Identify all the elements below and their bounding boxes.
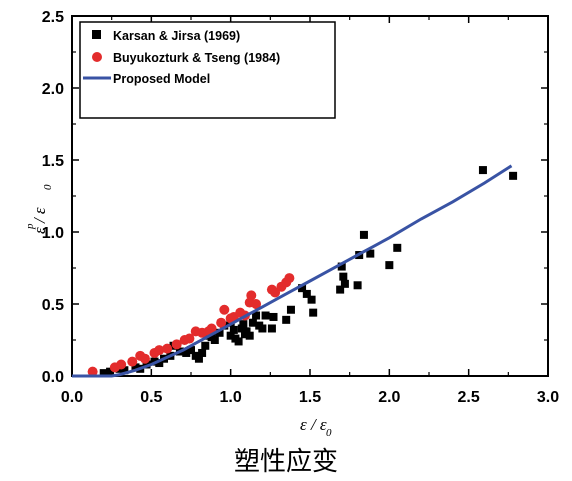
data-point-karsan-jirsa <box>261 311 270 320</box>
data-point-karsan-jirsa <box>509 171 518 180</box>
data-point-buyukozturk-tseng <box>251 299 262 309</box>
x-axis-label: ε / ε 0 <box>300 415 332 439</box>
figure-caption: 塑性应变 <box>234 447 338 477</box>
legend-label-proposed: Proposed Model <box>113 72 210 86</box>
data-point-karsan-jirsa <box>258 324 267 333</box>
x-axis-label-sub: 0 <box>326 427 332 439</box>
y-tick-label: 0.5 <box>42 297 64 314</box>
data-point-karsan-jirsa <box>187 346 195 355</box>
data-point-karsan-jirsa <box>353 281 362 290</box>
x-tick-label: 2.5 <box>458 389 480 406</box>
data-point-karsan-jirsa <box>237 324 246 333</box>
data-point-karsan-jirsa <box>215 328 224 337</box>
data-point-karsan-jirsa <box>309 308 318 317</box>
x-tick-label: 1.0 <box>220 389 242 406</box>
data-point-karsan-jirsa <box>131 363 140 372</box>
series-line-proposed-model <box>72 164 513 378</box>
data-point-karsan-jirsa <box>194 354 203 363</box>
legend: Karsan & Jirsa (1969) Buyukozturk & Tsen… <box>79 21 336 119</box>
data-point-karsan-jirsa <box>242 327 251 336</box>
data-point-karsan-jirsa <box>182 348 191 357</box>
data-point-karsan-jirsa <box>239 320 248 329</box>
data-point-buyukozturk-tseng <box>171 339 182 350</box>
data-point-karsan-jirsa <box>286 305 295 314</box>
x-axis-label-main: ε / ε <box>300 415 327 434</box>
data-point-karsan-jirsa <box>120 366 129 375</box>
y-axis-label-sup: p <box>24 223 36 230</box>
y-tick-label: 1.0 <box>42 225 64 242</box>
y-tick-label: 2.0 <box>42 81 64 98</box>
data-point-karsan-jirsa <box>302 289 311 298</box>
legend-box <box>79 21 336 119</box>
legend-label-buyukozturk: Buyukozturk & Tseng (1984) <box>113 51 280 65</box>
x-tick-label: 0.5 <box>140 389 162 406</box>
x-tick-label: 3.0 <box>537 389 559 406</box>
data-point-karsan-jirsa <box>340 279 349 288</box>
data-point-karsan-jirsa <box>337 262 346 271</box>
y-axis-label-sub: 0 <box>42 184 54 190</box>
data-point-buyukozturk-tseng <box>139 353 150 364</box>
data-point-buyukozturk-tseng <box>216 317 227 328</box>
data-point-karsan-jirsa <box>201 341 210 350</box>
data-point-karsan-jirsa <box>478 166 487 175</box>
data-point-buyukozturk-tseng <box>270 287 281 298</box>
data-point-karsan-jirsa <box>269 312 278 321</box>
data-point-karsan-jirsa <box>245 331 254 340</box>
data-point-karsan-jirsa <box>339 272 348 281</box>
legend-marker-buyukozturk <box>92 52 102 62</box>
y-tick-label: 1.5 <box>42 153 64 170</box>
data-point-karsan-jirsa <box>267 324 276 333</box>
data-point-karsan-jirsa <box>155 359 164 368</box>
x-tick-label: 1.5 <box>299 389 321 406</box>
y-tick-label: 0.0 <box>42 369 64 386</box>
legend-marker-karsan <box>92 30 101 39</box>
data-point-karsan-jirsa <box>298 284 307 293</box>
y-axis-label-main: ε / ε <box>30 207 49 234</box>
data-point-karsan-jirsa <box>142 360 151 369</box>
data-point-buyukozturk-tseng <box>206 323 217 334</box>
data-point-karsan-jirsa <box>252 311 261 320</box>
data-point-buyukozturk-tseng <box>284 273 295 284</box>
data-point-karsan-jirsa <box>210 336 219 344</box>
data-point-buyukozturk-tseng <box>87 366 98 377</box>
data-point-buyukozturk-tseng <box>246 290 257 301</box>
data-point-karsan-jirsa <box>336 285 345 294</box>
data-point-karsan-jirsa <box>359 230 368 239</box>
data-point-buyukozturk-tseng <box>219 304 230 315</box>
data-point-buyukozturk-tseng <box>116 359 127 370</box>
data-point-buyukozturk-tseng <box>184 333 195 344</box>
data-point-karsan-jirsa <box>106 367 115 376</box>
data-point-karsan-jirsa <box>385 261 394 270</box>
data-point-karsan-jirsa <box>226 331 235 340</box>
data-point-karsan-jirsa <box>198 348 207 357</box>
data-point-buyukozturk-tseng <box>127 356 138 367</box>
data-point-karsan-jirsa <box>234 337 243 346</box>
data-point-karsan-jirsa <box>248 318 257 327</box>
data-point-karsan-jirsa <box>366 249 375 258</box>
data-point-buyukozturk-tseng <box>154 345 165 356</box>
data-point-karsan-jirsa <box>393 243 402 252</box>
y-axis-label: ε / ε p 0 <box>24 184 54 234</box>
x-tick-label: 0.0 <box>61 389 83 406</box>
data-series <box>72 164 518 378</box>
legend-label-karsan: Karsan & Jirsa (1969) <box>113 29 240 43</box>
y-axis-tick-labels: 0.0 0.5 1.0 1.5 2.0 2.5 <box>42 9 64 386</box>
y-tick-label: 2.5 <box>42 9 64 26</box>
data-point-buyukozturk-tseng <box>162 343 173 354</box>
data-point-karsan-jirsa <box>282 315 291 324</box>
x-axis-tick-labels: 0.0 0.5 1.0 1.5 2.0 2.5 3.0 <box>61 389 559 406</box>
data-point-karsan-jirsa <box>307 295 316 304</box>
axis-ticks <box>71 15 549 377</box>
data-point-karsan-jirsa <box>229 325 238 334</box>
data-point-karsan-jirsa <box>99 369 108 378</box>
x-tick-label: 2.0 <box>378 389 400 406</box>
